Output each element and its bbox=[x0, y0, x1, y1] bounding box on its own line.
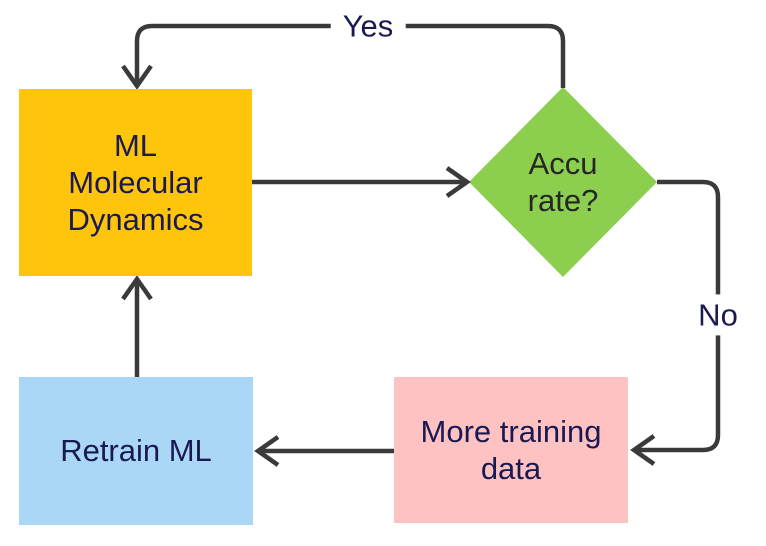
node-ml-molecular-dynamics: ML Molecular Dynamics bbox=[19, 89, 252, 276]
node-label-ml-molecular-dynamics: ML Molecular Dynamics bbox=[67, 127, 204, 238]
arrowhead-up-retrain-to-mlmd bbox=[121, 275, 153, 301]
arrowhead-left-moredata-to-retrain bbox=[254, 435, 280, 467]
decision-diamond-shape bbox=[469, 87, 657, 277]
node-label-retrain-ml: Retrain ML bbox=[60, 433, 212, 469]
arrowhead-left-no-path bbox=[630, 434, 656, 466]
node-retrain-ml: Retrain ML bbox=[19, 377, 253, 525]
arrowhead-down-yes-loop bbox=[121, 64, 153, 90]
arrowhead-right-mlmd-to-accurate bbox=[445, 166, 471, 198]
edge-label-no: No bbox=[686, 294, 750, 336]
edge-label-yes: Yes bbox=[330, 5, 406, 47]
node-more-training-data: More training data bbox=[394, 377, 628, 523]
node-label-more-training-data: More training data bbox=[420, 413, 602, 486]
node-label-accurate: Accu rate? bbox=[527, 145, 599, 218]
